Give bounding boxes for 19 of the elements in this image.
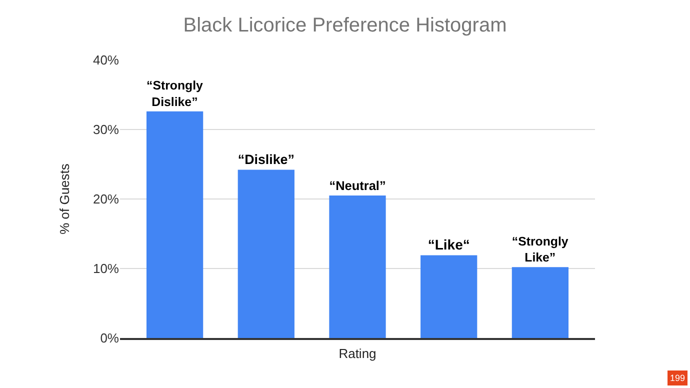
y-axis-title: % of Guests: [56, 163, 72, 234]
y-tick-label: 0%: [100, 330, 120, 346]
x-tick-label: “Strongly Like”: [512, 234, 568, 264]
y-tick-label: 40%: [92, 52, 120, 68]
text: 199: [670, 373, 686, 383]
y-tick-label: 20%: [92, 192, 120, 207]
x-tick-label: “Dislike”: [238, 152, 294, 167]
x-tick-label: “Neutral”: [329, 178, 386, 193]
bar: [329, 196, 386, 338]
bar: [146, 111, 204, 338]
x-axis-title: Rating: [338, 346, 376, 361]
x-tick-label: “Strongly Dislike”: [146, 78, 204, 109]
x-tick-label: “Like“: [428, 236, 470, 252]
bar: [238, 170, 294, 338]
y-tick-label: 10%: [92, 261, 120, 276]
y-tick-label: 30%: [92, 122, 120, 138]
bar: [512, 267, 569, 338]
bar: [420, 255, 478, 338]
chart-title: Black Licorice Preference Histogram: [183, 14, 507, 36]
